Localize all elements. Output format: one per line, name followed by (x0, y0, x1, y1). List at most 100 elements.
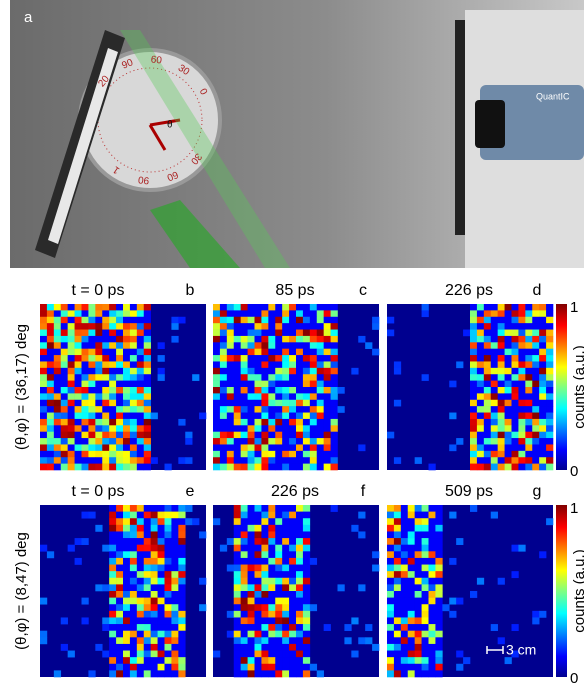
heatmap-cell (282, 524, 290, 532)
heatmap-cell (483, 367, 492, 375)
heatmap-cell (219, 304, 228, 311)
heatmap-cell (344, 624, 352, 631)
heatmap-cell (109, 617, 117, 625)
heatmap-cell (95, 444, 103, 452)
heatmap-cell (226, 335, 235, 343)
heatmap-cell (53, 335, 62, 343)
heatmap-cell (116, 637, 124, 645)
laser-spot (150, 200, 240, 268)
heatmap-cell (400, 538, 409, 545)
heatmap-cell (504, 361, 512, 369)
heatmap-cell (504, 431, 512, 439)
heatmap-cell (254, 643, 262, 651)
heatmap-cell (67, 335, 75, 343)
heatmap-cell (316, 457, 324, 464)
heatmap-cell (219, 323, 228, 330)
heatmap-cell (302, 670, 311, 678)
panel-letter: a (24, 9, 33, 26)
heatmap-cell (302, 584, 311, 592)
heatmap-cell (282, 557, 290, 565)
heatmap-cell (233, 450, 241, 458)
heatmap-cell (497, 438, 505, 445)
heatmap-cell (511, 463, 519, 471)
heatmap-cell (261, 444, 269, 452)
heatmap-cell (150, 412, 158, 420)
heatmap-cell (289, 361, 297, 369)
heatmap-cell (532, 610, 540, 618)
heatmap-cell (233, 551, 241, 559)
heatmap-cell (116, 544, 124, 552)
heatmap-cell (282, 335, 290, 343)
heatmap-cell (143, 450, 151, 458)
heatmap-cell (254, 650, 262, 658)
heatmap-cell (116, 551, 124, 559)
heatmap-cell (449, 610, 457, 618)
heatmap-cell (323, 342, 331, 349)
heatmap-cell (316, 450, 324, 458)
heatmap-cell (476, 387, 485, 394)
heatmap-cell (518, 380, 526, 388)
heatmap-cell (483, 316, 492, 324)
heatmap-cell (254, 670, 262, 678)
heatmap-cell (421, 531, 429, 539)
heatmap-cell (233, 342, 241, 349)
heatmap-cell (518, 412, 526, 420)
heatmap-cell (302, 380, 311, 388)
heatmap-cell (102, 650, 110, 658)
heatmap-cell (546, 418, 554, 426)
heatmap-cell (282, 310, 290, 318)
heatmap-cell (247, 670, 255, 678)
heatmap-cell (525, 438, 533, 445)
heatmap-cell (282, 425, 290, 432)
heatmap-cell (470, 380, 478, 388)
heatmap-cell (143, 630, 151, 638)
heatmap-cell (233, 630, 241, 638)
heatmap-cell (289, 624, 297, 631)
heatmap-cell (143, 310, 151, 318)
heatmap-cell (275, 348, 283, 356)
heatmap-cell (60, 304, 68, 311)
heatmap-cell (323, 457, 331, 464)
heatmap-cell (268, 505, 276, 512)
heatmap-cell (60, 310, 68, 318)
heatmap-cell (53, 329, 62, 337)
heatmap-cell (213, 418, 221, 426)
heatmap-cell (143, 544, 151, 552)
heatmap-cell (67, 457, 75, 464)
heatmap-cell (387, 518, 395, 526)
heatmap-cell (60, 355, 68, 362)
heatmap-cell (302, 557, 311, 565)
heatmap-cell (233, 323, 241, 330)
heatmap-cell (74, 316, 82, 324)
heatmap-cell (323, 387, 331, 394)
heatmap-cell (219, 387, 228, 394)
heatmap-cell (116, 316, 124, 324)
heatmap-cell (261, 418, 269, 426)
heatmap-cell (289, 393, 297, 401)
heatmap-cell (247, 650, 255, 658)
scale-bar-label: 3 cm (506, 642, 536, 658)
heatmap-cell (372, 323, 380, 330)
heatmap-cell (123, 524, 131, 532)
heatmap-cell (275, 564, 283, 572)
heatmap-cell (123, 304, 131, 311)
heatmap-cell (323, 361, 331, 369)
panel-letter: b (186, 282, 195, 299)
heatmap-cell (504, 450, 512, 458)
panel-letter: c (359, 282, 367, 299)
heatmap-cell (116, 393, 124, 401)
heatmap-cell (296, 518, 304, 526)
heatmap-cell (532, 316, 540, 324)
dial-number: 0 (197, 87, 210, 97)
heatmap-cell (421, 304, 429, 311)
heatmap-cell (275, 551, 283, 559)
heatmap-cell (213, 450, 221, 458)
heatmap-cell (67, 425, 75, 432)
heatmap-cell (282, 604, 290, 612)
heatmap-cell (393, 564, 402, 572)
heatmap-cell (275, 617, 283, 625)
heatmap-cell (435, 524, 443, 532)
heatmap-cell (123, 610, 131, 618)
heatmap-cell (546, 406, 554, 413)
heatmap-cell (518, 329, 526, 337)
